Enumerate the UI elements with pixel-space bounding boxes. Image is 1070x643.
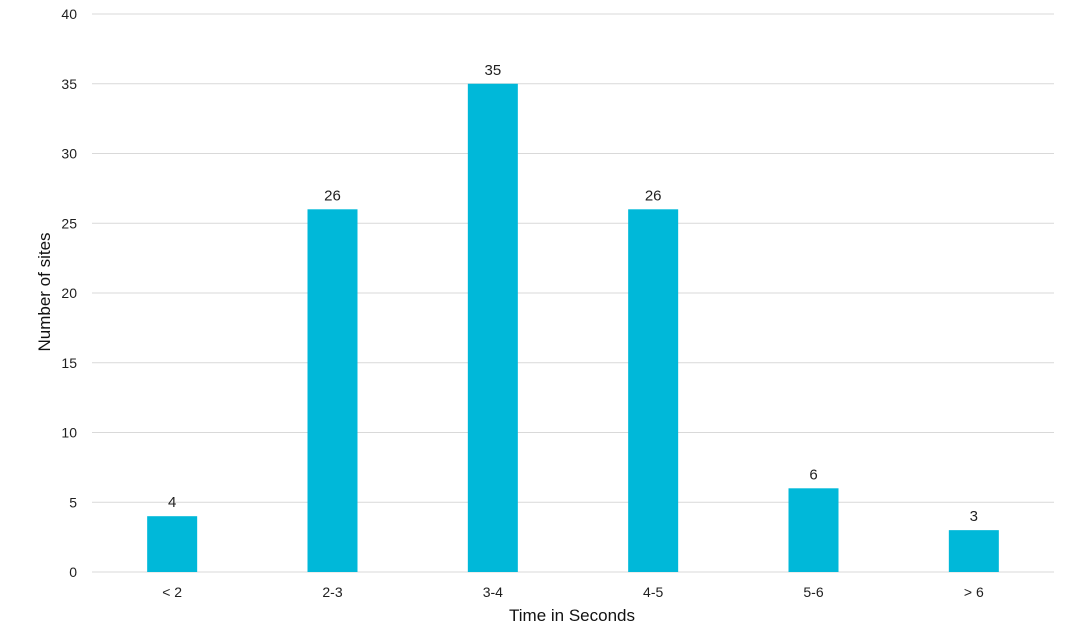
- x-tick-label: 5-6: [803, 584, 823, 600]
- x-axis-title: Time in Seconds: [509, 606, 635, 625]
- y-tick-label: 10: [61, 425, 77, 441]
- y-axis-title: Number of sites: [35, 232, 54, 351]
- y-tick-label: 20: [61, 285, 77, 301]
- y-tick-label: 30: [61, 146, 77, 162]
- bars: [147, 83, 999, 573]
- data-label: 26: [645, 187, 662, 204]
- bar-4: [788, 488, 839, 572]
- bar-3: [628, 209, 679, 573]
- y-tick-label: 25: [61, 215, 77, 231]
- y-tick-label: 40: [61, 6, 77, 22]
- y-tick-label: 15: [61, 355, 77, 371]
- y-tick-label: 0: [69, 564, 77, 580]
- y-tick-label: 35: [61, 76, 77, 92]
- x-tick-label: 4-5: [643, 584, 663, 600]
- bar-1: [307, 209, 358, 573]
- y-tick-label: 5: [69, 494, 77, 510]
- gridlines: [92, 13, 1054, 573]
- data-label: 3: [970, 508, 978, 525]
- x-tick-label: 2-3: [322, 584, 342, 600]
- data-label: 4: [168, 494, 176, 511]
- data-label: 6: [809, 466, 817, 483]
- bar-5: [948, 530, 999, 572]
- data-label: 35: [484, 62, 501, 79]
- y-axis-ticks: 0 5 10 15 20 25 30 35 40: [61, 6, 77, 580]
- x-tick-label: > 6: [964, 584, 984, 600]
- data-labels: 4 26 35 26 6 3: [168, 62, 978, 525]
- bar-2: [467, 83, 518, 572]
- x-tick-label: 3-4: [483, 584, 503, 600]
- bar-0: [147, 516, 198, 572]
- x-tick-label: < 2: [162, 584, 182, 600]
- data-label: 26: [324, 187, 341, 204]
- x-axis-ticks: < 2 2-3 3-4 4-5 5-6 > 6: [162, 584, 984, 600]
